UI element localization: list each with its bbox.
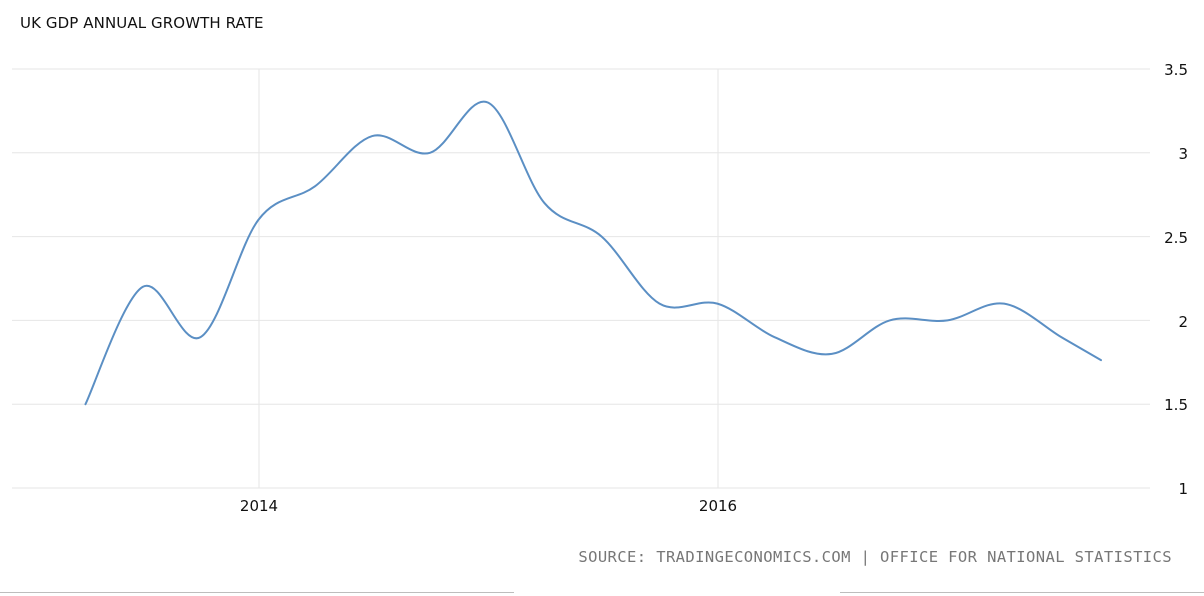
source-attribution: SOURCE: TRADINGECONOMICS.COM | OFFICE FO… [578,548,1172,566]
y-tick-2: 2 [1178,313,1188,331]
y-tick-1.5: 1.5 [1164,396,1188,414]
y-tick-1: 1 [1178,480,1188,498]
grid [12,68,1150,489]
chart-title: UK GDP ANNUAL GROWTH RATE [20,14,264,32]
y-tick-3.5: 3.5 [1164,61,1188,79]
y-tick-labels: 3.5 3 2.5 2 1.5 1 [1164,61,1188,498]
series-line [84,100,1102,406]
x-tick-2014: 2014 [240,497,278,515]
y-tick-2.5: 2.5 [1164,229,1188,247]
x-tick-2016: 2016 [699,497,737,515]
footer-divider-right [840,592,1204,593]
footer-divider-left [0,592,514,593]
x-tick-labels: 2014 2016 [240,497,737,515]
y-tick-3: 3 [1178,145,1188,163]
